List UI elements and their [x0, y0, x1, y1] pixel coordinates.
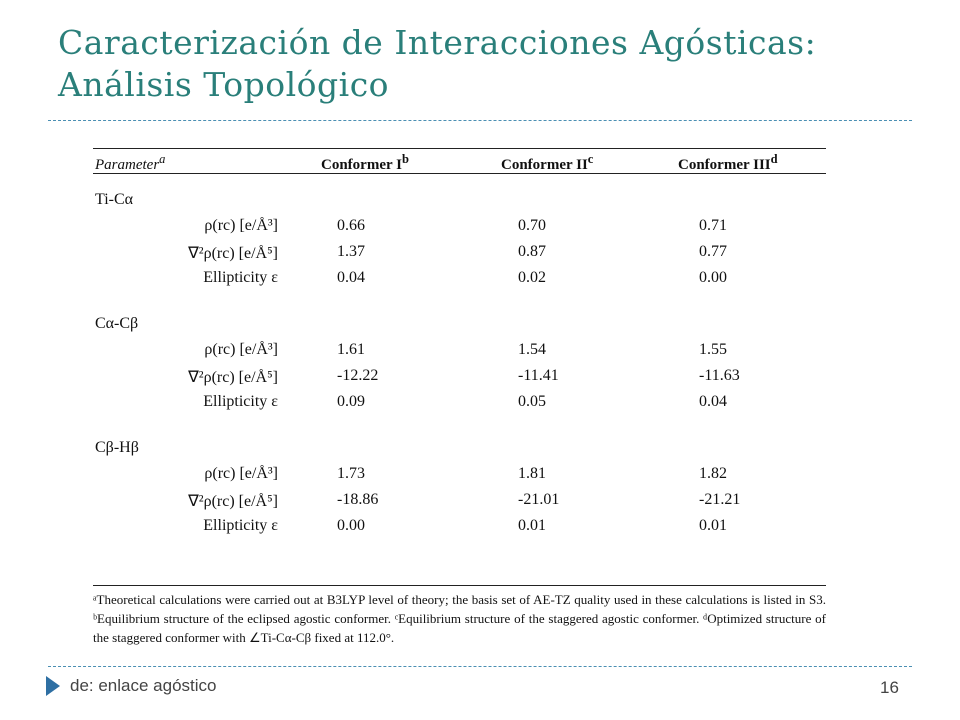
value-conformer-3: 0.01	[699, 517, 727, 534]
slide-title-line-2: Análisis Topológico	[58, 65, 390, 104]
row-label: Ellipticity ε	[203, 269, 278, 286]
row-label: Ellipticity ε	[203, 517, 278, 534]
slide-footer: de: enlace agóstico	[46, 676, 217, 696]
value-conformer-1: 0.09	[337, 393, 365, 410]
value-conformer-1: 1.37	[337, 243, 365, 260]
slide-title: Caracterización de Interacciones Agóstic…	[58, 22, 938, 106]
value-conformer-2: 1.54	[518, 341, 546, 358]
footnote-text: ᵃTheoretical calculations were carried o…	[93, 592, 826, 645]
header-conformer-2: Conformer IIc	[501, 152, 594, 173]
table-row: Ellipticity ε 0.09 0.05 0.04	[93, 390, 826, 416]
value-conformer-2: 0.02	[518, 269, 546, 286]
value-conformer-2: 1.81	[518, 465, 546, 482]
table-row: Ellipticity ε 0.00 0.01 0.01	[93, 514, 826, 540]
table-row: ∇²ρ(rc) [e/Å⁵] -12.22 -11.41 -11.63	[93, 364, 826, 390]
value-conformer-1: 0.66	[337, 217, 365, 234]
row-label: Ellipticity ε	[203, 393, 278, 410]
results-table: Parametera Conformer Ib Conformer IIc Co…	[93, 148, 826, 540]
value-conformer-3: 0.77	[699, 243, 727, 260]
group-title-row: Cα-Cβ	[93, 312, 826, 338]
group-title: Cα-Cβ	[95, 315, 139, 332]
header-parameter: Parametera	[95, 152, 166, 173]
value-conformer-2: 0.87	[518, 243, 546, 260]
row-label: ∇²ρ(rc) [e/Å⁵]	[188, 369, 278, 386]
value-conformer-2: 0.05	[518, 393, 546, 410]
table-row: ∇²ρ(rc) [e/Å⁵] -18.86 -21.01 -21.21	[93, 488, 826, 514]
footer-text: de: enlace agóstico	[70, 676, 217, 695]
table-row: ρ(rc) [e/Å³] 1.61 1.54 1.55	[93, 338, 826, 364]
table-header-row: Parametera Conformer Ib Conformer IIc Co…	[93, 149, 826, 173]
value-conformer-3: 0.04	[699, 393, 727, 410]
value-conformer-3: 1.55	[699, 341, 727, 358]
table-header-rule	[93, 173, 826, 174]
value-conformer-1: 0.00	[337, 517, 365, 534]
value-conformer-2: -11.41	[518, 367, 559, 384]
header-conformer-3: Conformer IIId	[678, 152, 778, 173]
value-conformer-1: 0.04	[337, 269, 365, 286]
triangle-bullet-icon	[46, 676, 60, 696]
group-title: Ti-Cα	[95, 191, 134, 208]
value-conformer-1: 1.73	[337, 465, 365, 482]
value-conformer-1: 1.61	[337, 341, 365, 358]
row-label: ρ(rc) [e/Å³]	[204, 465, 278, 482]
row-label: ∇²ρ(rc) [e/Å⁵]	[188, 493, 278, 510]
table-row: ρ(rc) [e/Å³] 1.73 1.81 1.82	[93, 462, 826, 488]
row-label: ρ(rc) [e/Å³]	[204, 217, 278, 234]
group-title: Cβ-Hβ	[95, 439, 139, 456]
value-conformer-3: 1.82	[699, 465, 727, 482]
value-conformer-3: 0.00	[699, 269, 727, 286]
bottom-divider	[48, 666, 912, 667]
value-conformer-3: -11.63	[699, 367, 740, 384]
page-number: 16	[880, 678, 899, 697]
footnote-rule	[93, 585, 826, 586]
row-label: ρ(rc) [e/Å³]	[204, 341, 278, 358]
slide-title-line-1: Caracterización de Interacciones Agóstic…	[58, 23, 817, 62]
value-conformer-1: -18.86	[337, 491, 379, 508]
table-row: ∇²ρ(rc) [e/Å⁵] 1.37 0.87 0.77	[93, 240, 826, 266]
value-conformer-1: -12.22	[337, 367, 379, 384]
table-footnote: ᵃTheoretical calculations were carried o…	[93, 585, 826, 647]
row-label: ∇²ρ(rc) [e/Å⁵]	[188, 245, 278, 262]
group-title-row: Cβ-Hβ	[93, 436, 826, 462]
table-top-rule	[93, 148, 826, 149]
value-conformer-3: -21.21	[699, 491, 741, 508]
value-conformer-2: 0.70	[518, 217, 546, 234]
table-row: ρ(rc) [e/Å³] 0.66 0.70 0.71	[93, 214, 826, 240]
header-conformer-1: Conformer Ib	[321, 152, 409, 173]
value-conformer-2: 0.01	[518, 517, 546, 534]
value-conformer-3: 0.71	[699, 217, 727, 234]
value-conformer-2: -21.01	[518, 491, 560, 508]
table-row: Ellipticity ε 0.04 0.02 0.00	[93, 266, 826, 292]
group-title-row: Ti-Cα	[93, 188, 826, 214]
top-divider	[48, 120, 912, 121]
